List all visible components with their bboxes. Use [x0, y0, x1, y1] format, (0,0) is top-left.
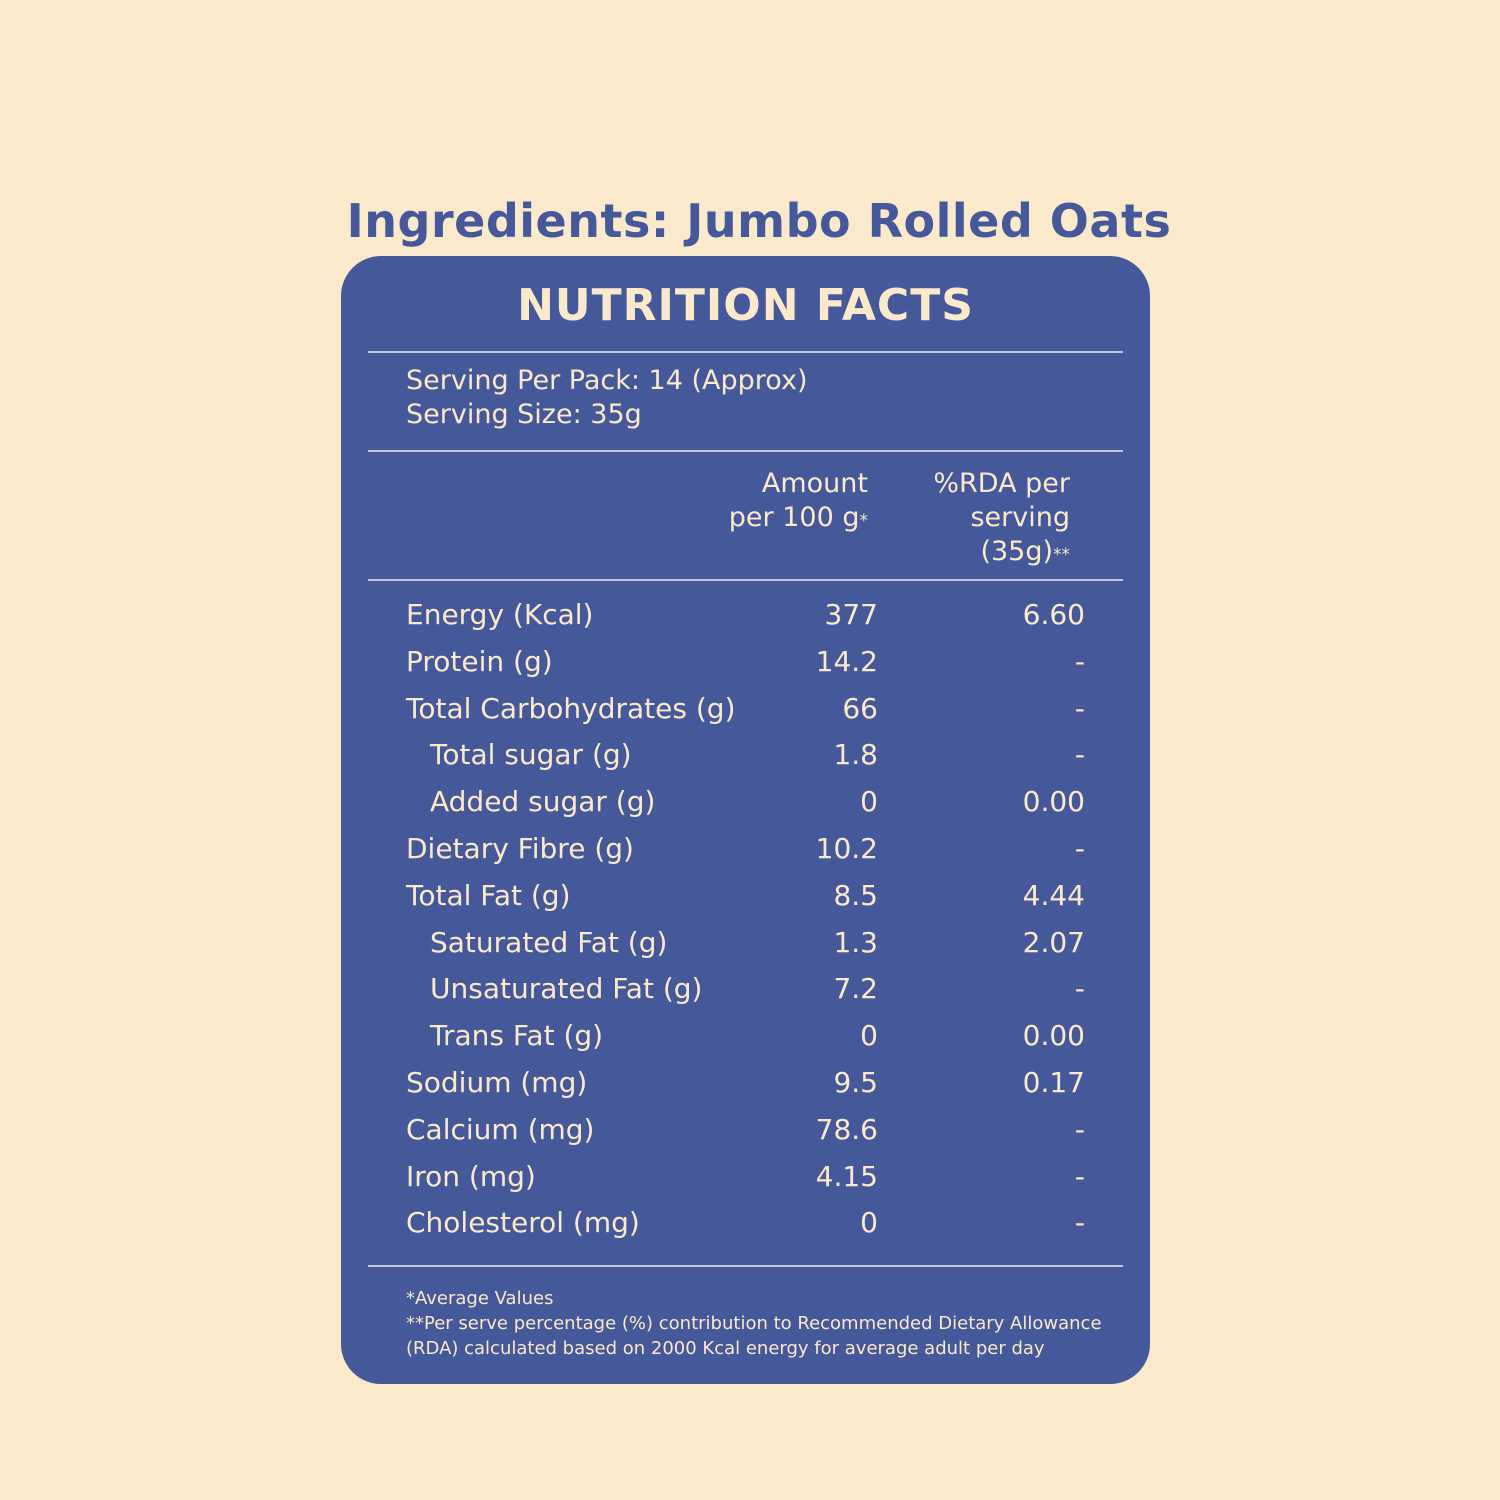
nutrient-amount: 14.2 [815, 645, 878, 678]
nutrient-rda: 2.07 [1022, 926, 1085, 959]
nutrient-rda: - [1074, 972, 1085, 1005]
nutrient-rda: - [1074, 1206, 1085, 1239]
table-row: Added sugar (g) 0 0.00 [0, 784, 1500, 820]
nutrient-label: Dietary Fibre (g) [406, 832, 634, 865]
table-row: Total sugar (g) 1.8 - [0, 737, 1500, 773]
nutrient-amount: 10.2 [815, 832, 878, 865]
serving-size: Serving Size: 35g [406, 399, 642, 430]
amount-header-line1: Amount [761, 468, 868, 499]
nutrient-rda: - [1074, 645, 1085, 678]
nutrient-label: Cholesterol (mg) [406, 1206, 640, 1239]
nutrient-amount: 9.5 [833, 1066, 878, 1099]
serving-per-pack: Serving Per Pack: 14 (Approx) [406, 365, 808, 396]
nutrient-amount: 66 [842, 692, 878, 725]
nutrient-label: Total Fat (g) [406, 879, 571, 912]
nutrient-label: Unsaturated Fat (g) [430, 972, 703, 1005]
footnote-rda-line1: **Per serve percentage (%) contribution … [406, 1313, 1102, 1334]
nutrient-amount: 1.8 [833, 738, 878, 771]
table-row: Sodium (mg) 9.5 0.17 [0, 1065, 1500, 1101]
table-row: Dietary Fibre (g) 10.2 - [0, 831, 1500, 867]
nutrient-amount: 0 [860, 785, 878, 818]
nutrient-label: Energy (Kcal) [406, 598, 594, 631]
rda-header-line3: (35g)** [980, 535, 1070, 572]
divider-top [368, 351, 1123, 353]
divider-bottom [368, 1265, 1123, 1267]
nutrient-amount: 1.3 [833, 926, 878, 959]
rda-header-text: (35g) [980, 536, 1053, 567]
nutrient-rda: - [1074, 832, 1085, 865]
table-row: Trans Fat (g) 0 0.00 [0, 1018, 1500, 1054]
table-row: Total Fat (g) 8.5 4.44 [0, 878, 1500, 914]
table-row: Unsaturated Fat (g) 7.2 - [0, 971, 1500, 1007]
footnote-rda-line2: (RDA) calculated based on 2000 Kcal ener… [406, 1338, 1045, 1359]
nutrient-rda: 0.00 [1022, 1019, 1085, 1052]
nutrient-label: Protein (g) [406, 645, 553, 678]
nutrition-facts-title: NUTRITION FACTS [517, 280, 974, 331]
nutrient-amount: 7.2 [833, 972, 878, 1005]
amount-header-mark: * [859, 511, 869, 531]
table-row: Saturated Fat (g) 1.3 2.07 [0, 925, 1500, 961]
nutrient-label: Trans Fat (g) [430, 1019, 604, 1052]
nutrient-amount: 0 [860, 1206, 878, 1239]
rda-header-line2: serving [970, 502, 1070, 533]
rda-header-line1: %RDA per [933, 468, 1070, 499]
nutrient-rda: - [1074, 1160, 1085, 1193]
table-row: Energy (Kcal) 377 6.60 [0, 597, 1500, 633]
nutrient-rda: 0.17 [1022, 1066, 1085, 1099]
table-row: Calcium (mg) 78.6 - [0, 1112, 1500, 1148]
rda-header-mark: ** [1053, 545, 1070, 565]
nutrient-rda: 0.00 [1022, 785, 1085, 818]
nutrition-facts-panel [341, 256, 1150, 1384]
divider-header [368, 579, 1123, 581]
nutrient-rda: - [1074, 1113, 1085, 1146]
amount-header-line2: per 100 g* [729, 501, 868, 538]
nutrient-rda: 4.44 [1022, 879, 1085, 912]
nutrient-amount: 78.6 [815, 1113, 878, 1146]
divider-serving [368, 450, 1123, 452]
nutrient-rda: - [1074, 738, 1085, 771]
table-row: Cholesterol (mg) 0 - [0, 1205, 1500, 1241]
amount-header-text: per 100 g [728, 502, 860, 533]
nutrient-amount: 4.15 [815, 1160, 878, 1193]
nutrient-label: Sodium (mg) [406, 1066, 588, 1099]
nutrient-label: Added sugar (g) [430, 785, 656, 818]
nutrient-amount: 8.5 [833, 879, 878, 912]
nutrient-amount: 0 [860, 1019, 878, 1052]
nutrient-label: Total sugar (g) [430, 738, 632, 771]
nutrient-label: Calcium (mg) [406, 1113, 595, 1146]
table-row: Total Carbohydrates (g) 66 - [0, 691, 1500, 727]
table-row: Protein (g) 14.2 - [0, 644, 1500, 680]
nutrient-rda: 6.60 [1022, 598, 1085, 631]
nutrient-amount: 377 [824, 598, 878, 631]
ingredients-heading: Ingredients: Jumbo Rolled Oats [346, 193, 1172, 248]
nutrient-label: Saturated Fat (g) [430, 926, 668, 959]
nutrient-label: Total Carbohydrates (g) [406, 692, 736, 725]
footnote-average-values: *Average Values [406, 1288, 554, 1309]
nutrient-label: Iron (mg) [406, 1160, 536, 1193]
table-row: Iron (mg) 4.15 - [0, 1159, 1500, 1195]
nutrient-rda: - [1074, 692, 1085, 725]
